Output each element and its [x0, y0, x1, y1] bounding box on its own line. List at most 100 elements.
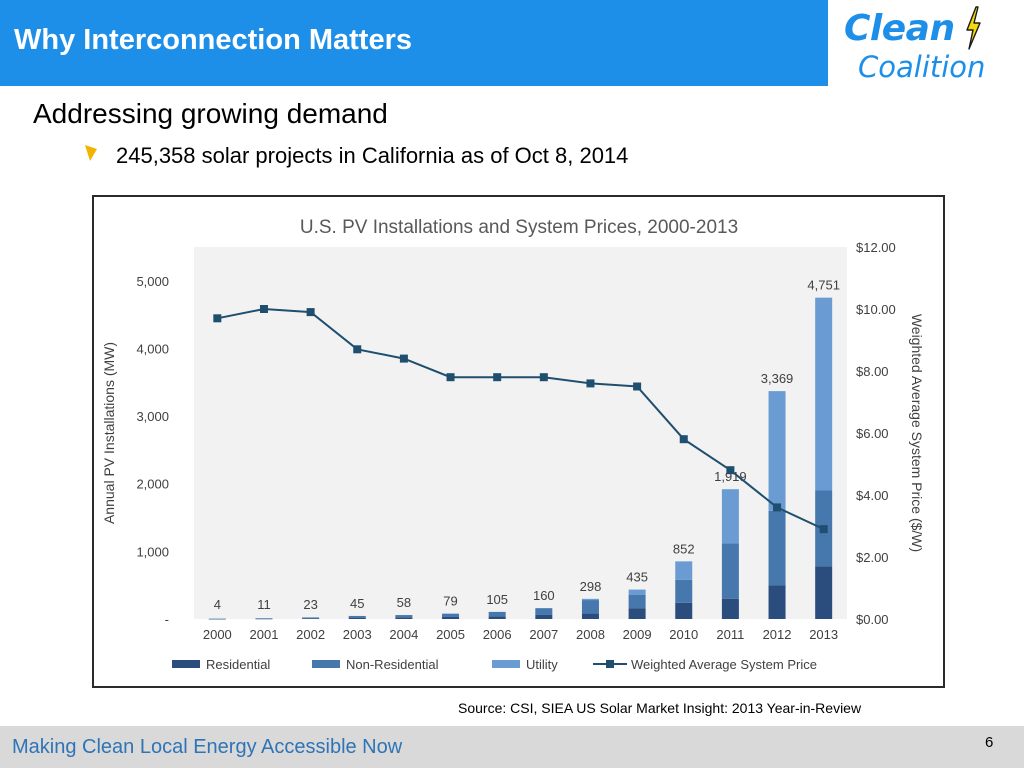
x-tick-label: 2010 — [669, 627, 698, 642]
x-tick-label: 2012 — [763, 627, 792, 642]
bar-total-label: 160 — [533, 588, 555, 603]
bar-total-label: 298 — [580, 579, 602, 594]
pv-installations-chart: U.S. PV Installations and System Prices,… — [101, 217, 925, 672]
bar-utility — [721, 489, 739, 544]
bar-residential — [302, 618, 320, 619]
source-note: Source: CSI, SIEA US Solar Market Insigh… — [458, 700, 862, 716]
bar-residential — [442, 616, 460, 619]
bar-utility — [628, 589, 646, 595]
bar-total-label: 58 — [397, 595, 411, 610]
x-tick-label: 2007 — [529, 627, 558, 642]
bar-non-residential — [721, 543, 739, 599]
bar-residential — [395, 617, 413, 619]
legend-label: Utility — [526, 657, 558, 672]
price-marker — [306, 308, 315, 317]
bar-non-residential — [628, 594, 646, 609]
chart-frame: U.S. PV Installations and System Prices,… — [92, 195, 945, 688]
y2-tick-label: $8.00 — [856, 364, 889, 379]
bar-non-residential — [255, 618, 273, 619]
price-marker — [493, 373, 502, 382]
bar-total-label: 11 — [257, 597, 271, 612]
legend-label: Non-Residential — [346, 657, 439, 672]
price-marker — [446, 373, 455, 382]
y-tick-label: 3,000 — [136, 409, 169, 424]
legend-line-marker — [606, 660, 614, 668]
subheading: Addressing growing demand — [33, 98, 388, 129]
bar-utility — [581, 598, 599, 601]
footer-bar: Making Clean Local Energy Accessible Now… — [0, 726, 1024, 768]
y-tick-label: 1,000 — [136, 544, 169, 559]
bar-non-residential — [768, 510, 786, 586]
price-marker — [539, 373, 548, 382]
bar-total-label: 23 — [303, 597, 317, 612]
page-number: 6 — [985, 734, 994, 751]
y2-tick-label: $2.00 — [856, 550, 889, 565]
price-marker — [679, 435, 688, 444]
bar-total-label: 435 — [626, 570, 648, 585]
price-marker — [213, 314, 222, 323]
x-tick-label: 2001 — [250, 627, 279, 642]
x-tick-label: 2004 — [389, 627, 418, 642]
price-line — [217, 307, 825, 531]
legend-swatch — [492, 660, 520, 668]
bar-non-residential — [348, 615, 366, 618]
bar-non-residential — [675, 579, 693, 603]
bullet-arrow-icon — [85, 145, 97, 161]
bar-utility — [768, 391, 786, 511]
bar-residential — [348, 617, 366, 619]
bar-residential — [768, 585, 786, 619]
footer-tagline: Making Clean Local Energy Accessible Now — [12, 736, 403, 758]
bar-residential — [721, 598, 739, 619]
price-marker — [586, 379, 595, 388]
y-tick-label: 2,000 — [136, 477, 169, 492]
plot-area — [194, 247, 847, 619]
y-tick-label: - — [165, 612, 169, 627]
y2-tick-label: $12.00 — [856, 240, 896, 255]
bar-non-residential — [488, 611, 506, 617]
price-marker — [353, 345, 362, 354]
chart-title: U.S. PV Installations and System Prices,… — [300, 217, 738, 238]
bar-residential — [535, 614, 553, 619]
y2-tick-label: $10.00 — [856, 302, 896, 317]
x-tick-label: 2002 — [296, 627, 325, 642]
y2-axis-label: Weighted Average System Price ($/W) — [909, 314, 925, 552]
legend-label: Residential — [206, 657, 270, 672]
legend-swatch — [172, 660, 200, 668]
bullet-text: 245,358 solar projects in California as … — [116, 143, 629, 168]
bar-non-residential — [581, 600, 599, 614]
bar-residential — [488, 616, 506, 619]
bar-total-label: 1,919 — [714, 469, 747, 484]
x-tick-label: 2006 — [483, 627, 512, 642]
price-marker — [773, 503, 782, 512]
lightning-bolt-icon — [966, 6, 981, 50]
bar-total-label: 45 — [350, 596, 364, 611]
price-marker — [259, 305, 268, 313]
y-axis-label: Annual PV Installations (MW) — [101, 342, 117, 524]
bar-utility — [675, 561, 693, 580]
bar-total-label: 105 — [486, 592, 508, 607]
bar-residential — [581, 613, 599, 619]
price-marker — [819, 525, 828, 534]
x-tick-label: 2005 — [436, 627, 465, 642]
x-tick-label: 2009 — [623, 627, 652, 642]
x-tick-label: 2011 — [716, 627, 744, 642]
bar-non-residential — [302, 617, 320, 619]
y2-tick-label: $6.00 — [856, 426, 889, 441]
clean-coalition-logo: Clean Coalition — [838, 4, 1018, 84]
bar-total-label: 852 — [673, 541, 695, 556]
legend-label: Weighted Average System Price — [631, 657, 817, 672]
title-bar: Why Interconnection Matters — [0, 0, 828, 86]
x-tick-label: 2013 — [809, 627, 838, 642]
price-marker — [399, 354, 408, 363]
bar-non-residential — [535, 608, 553, 615]
bar-residential — [675, 602, 693, 619]
slide-title: Why Interconnection Matters — [14, 24, 412, 56]
bar-total-label: 3,369 — [761, 371, 794, 386]
y2-tick-label: $0.00 — [856, 612, 889, 627]
bar-total-label: 79 — [443, 594, 457, 609]
price-marker — [633, 382, 642, 391]
bar-residential — [628, 608, 646, 619]
x-tick-label: 2008 — [576, 627, 605, 642]
bar-utility — [815, 297, 833, 491]
y-tick-label: 5,000 — [136, 274, 169, 289]
